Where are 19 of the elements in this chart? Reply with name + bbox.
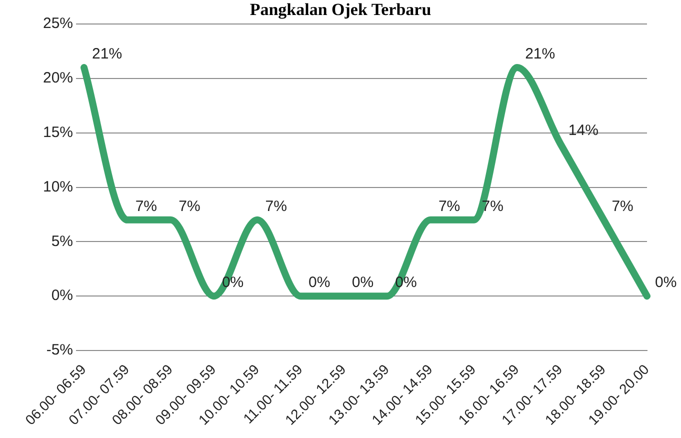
y-tick-label: 20% bbox=[42, 70, 74, 87]
data-label: 0% bbox=[655, 274, 677, 292]
data-label: 7% bbox=[438, 198, 460, 216]
y-tick-label: 15% bbox=[42, 124, 74, 141]
chart-title: Pangkalan Ojek Terbaru bbox=[250, 0, 432, 19]
y-tick-label: 25% bbox=[42, 15, 74, 32]
y-tick-label: -5% bbox=[46, 342, 74, 359]
data-label: 21% bbox=[525, 46, 556, 63]
data-label: 14% bbox=[568, 122, 598, 139]
y-tick-label: 0% bbox=[51, 287, 74, 304]
data-label: 7% bbox=[265, 198, 287, 216]
data-label: 0% bbox=[308, 274, 330, 292]
data-label: 7% bbox=[178, 198, 200, 216]
y-tick-label: 10% bbox=[42, 178, 74, 196]
data-label: 21% bbox=[92, 46, 122, 63]
y-tick-label: 5% bbox=[51, 232, 74, 250]
data-label: 7% bbox=[612, 198, 634, 216]
data-label: 7% bbox=[135, 198, 158, 216]
data-label: 0% bbox=[352, 274, 374, 292]
